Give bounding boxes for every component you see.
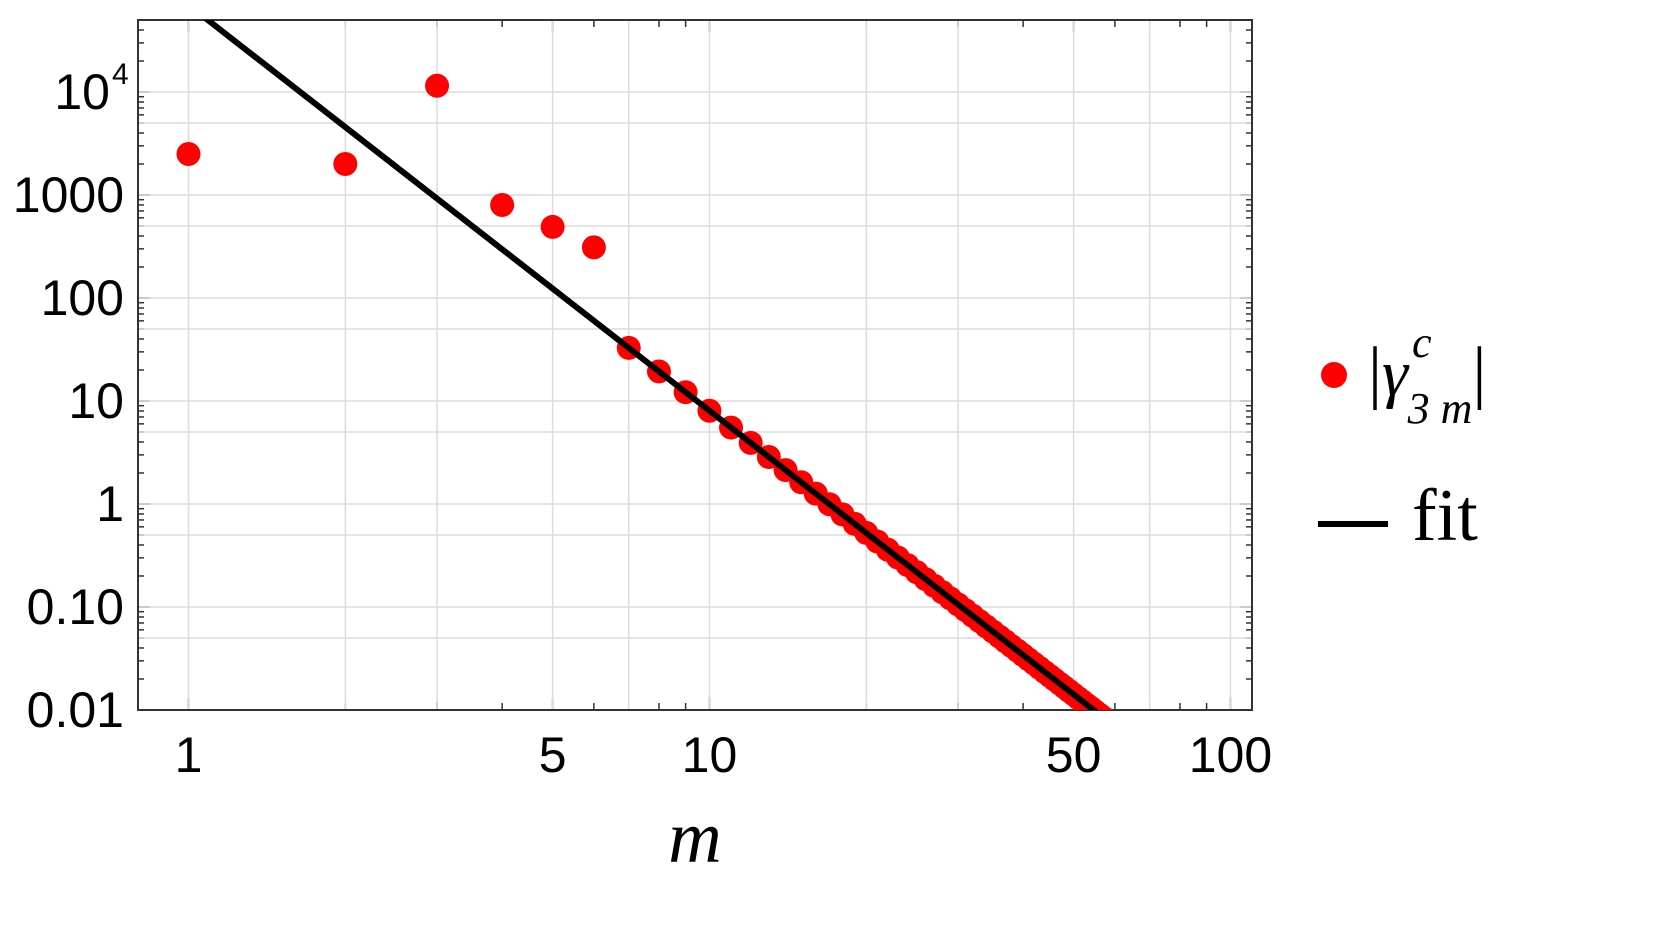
data-point [1212,799,1236,823]
fit-line [202,20,1099,710]
data-point [1117,726,1141,750]
data-point [1159,759,1183,783]
data-point [581,235,606,260]
data-point [333,151,358,176]
data-point [1162,761,1186,785]
data-point [1195,786,1219,810]
data-point [540,214,565,239]
legend-marker-points [1321,362,1347,388]
legend: |γc 3 m| fit [1318,318,1486,557]
data-point [1128,734,1152,758]
data-point [1218,805,1242,829]
data-point [1214,801,1238,825]
data-point [1207,796,1231,820]
data-point [1134,739,1158,763]
data-point [1209,797,1233,821]
y-tick-label: 10 [68,373,124,429]
data-point [1192,784,1216,808]
data-point [1200,790,1224,814]
x-axis-title: m [668,797,721,879]
data-point [1153,754,1177,778]
data-point [1156,756,1180,780]
x-tick-label: 50 [1046,727,1102,783]
data-point [1144,747,1168,771]
data-point [1165,763,1189,787]
data-point [1190,782,1214,806]
data-point [1147,749,1171,773]
data-point [1121,729,1145,753]
data-point [1197,788,1221,812]
x-tick-label: 5 [539,727,567,783]
data-point [490,192,515,217]
y-tick-label: 0.10 [27,579,124,635]
legend-label-fit: fit [1412,475,1478,557]
x-tick-label: 1 [175,727,203,783]
y-tick-exponent: 4 [112,58,129,91]
y-tick-label: 1 [96,476,124,532]
x-tick-label: 10 [682,727,738,783]
data-point [1141,744,1165,768]
plot-frame [137,19,1253,711]
data-point [425,73,450,98]
data-point [1099,712,1123,736]
data-point [1204,794,1228,818]
y-tick-label: 100 [41,270,124,326]
data-point [1101,708,1113,710]
x-tick-label: 100 [1189,727,1272,783]
y-tick-label: 0.01 [27,682,124,738]
gridlines [138,19,1252,711]
data-point [1216,803,1240,827]
data-point [1107,717,1131,741]
data-point [1124,731,1148,755]
y-tick-label: 1000 [13,167,124,223]
data-point [1202,792,1226,816]
data-point [176,142,201,167]
data-point [1114,723,1138,747]
x-tick-labels: 1 5 10 50 100 [175,727,1273,783]
data-point [1138,742,1162,766]
data-point [1103,715,1127,739]
data-point [1187,780,1211,804]
data-point [1150,752,1174,776]
data-point [1131,737,1155,761]
legend-label-points: |γc 3 m| [1368,318,1486,433]
data-point [1110,720,1134,744]
y-tick-label: 10 [54,64,110,120]
